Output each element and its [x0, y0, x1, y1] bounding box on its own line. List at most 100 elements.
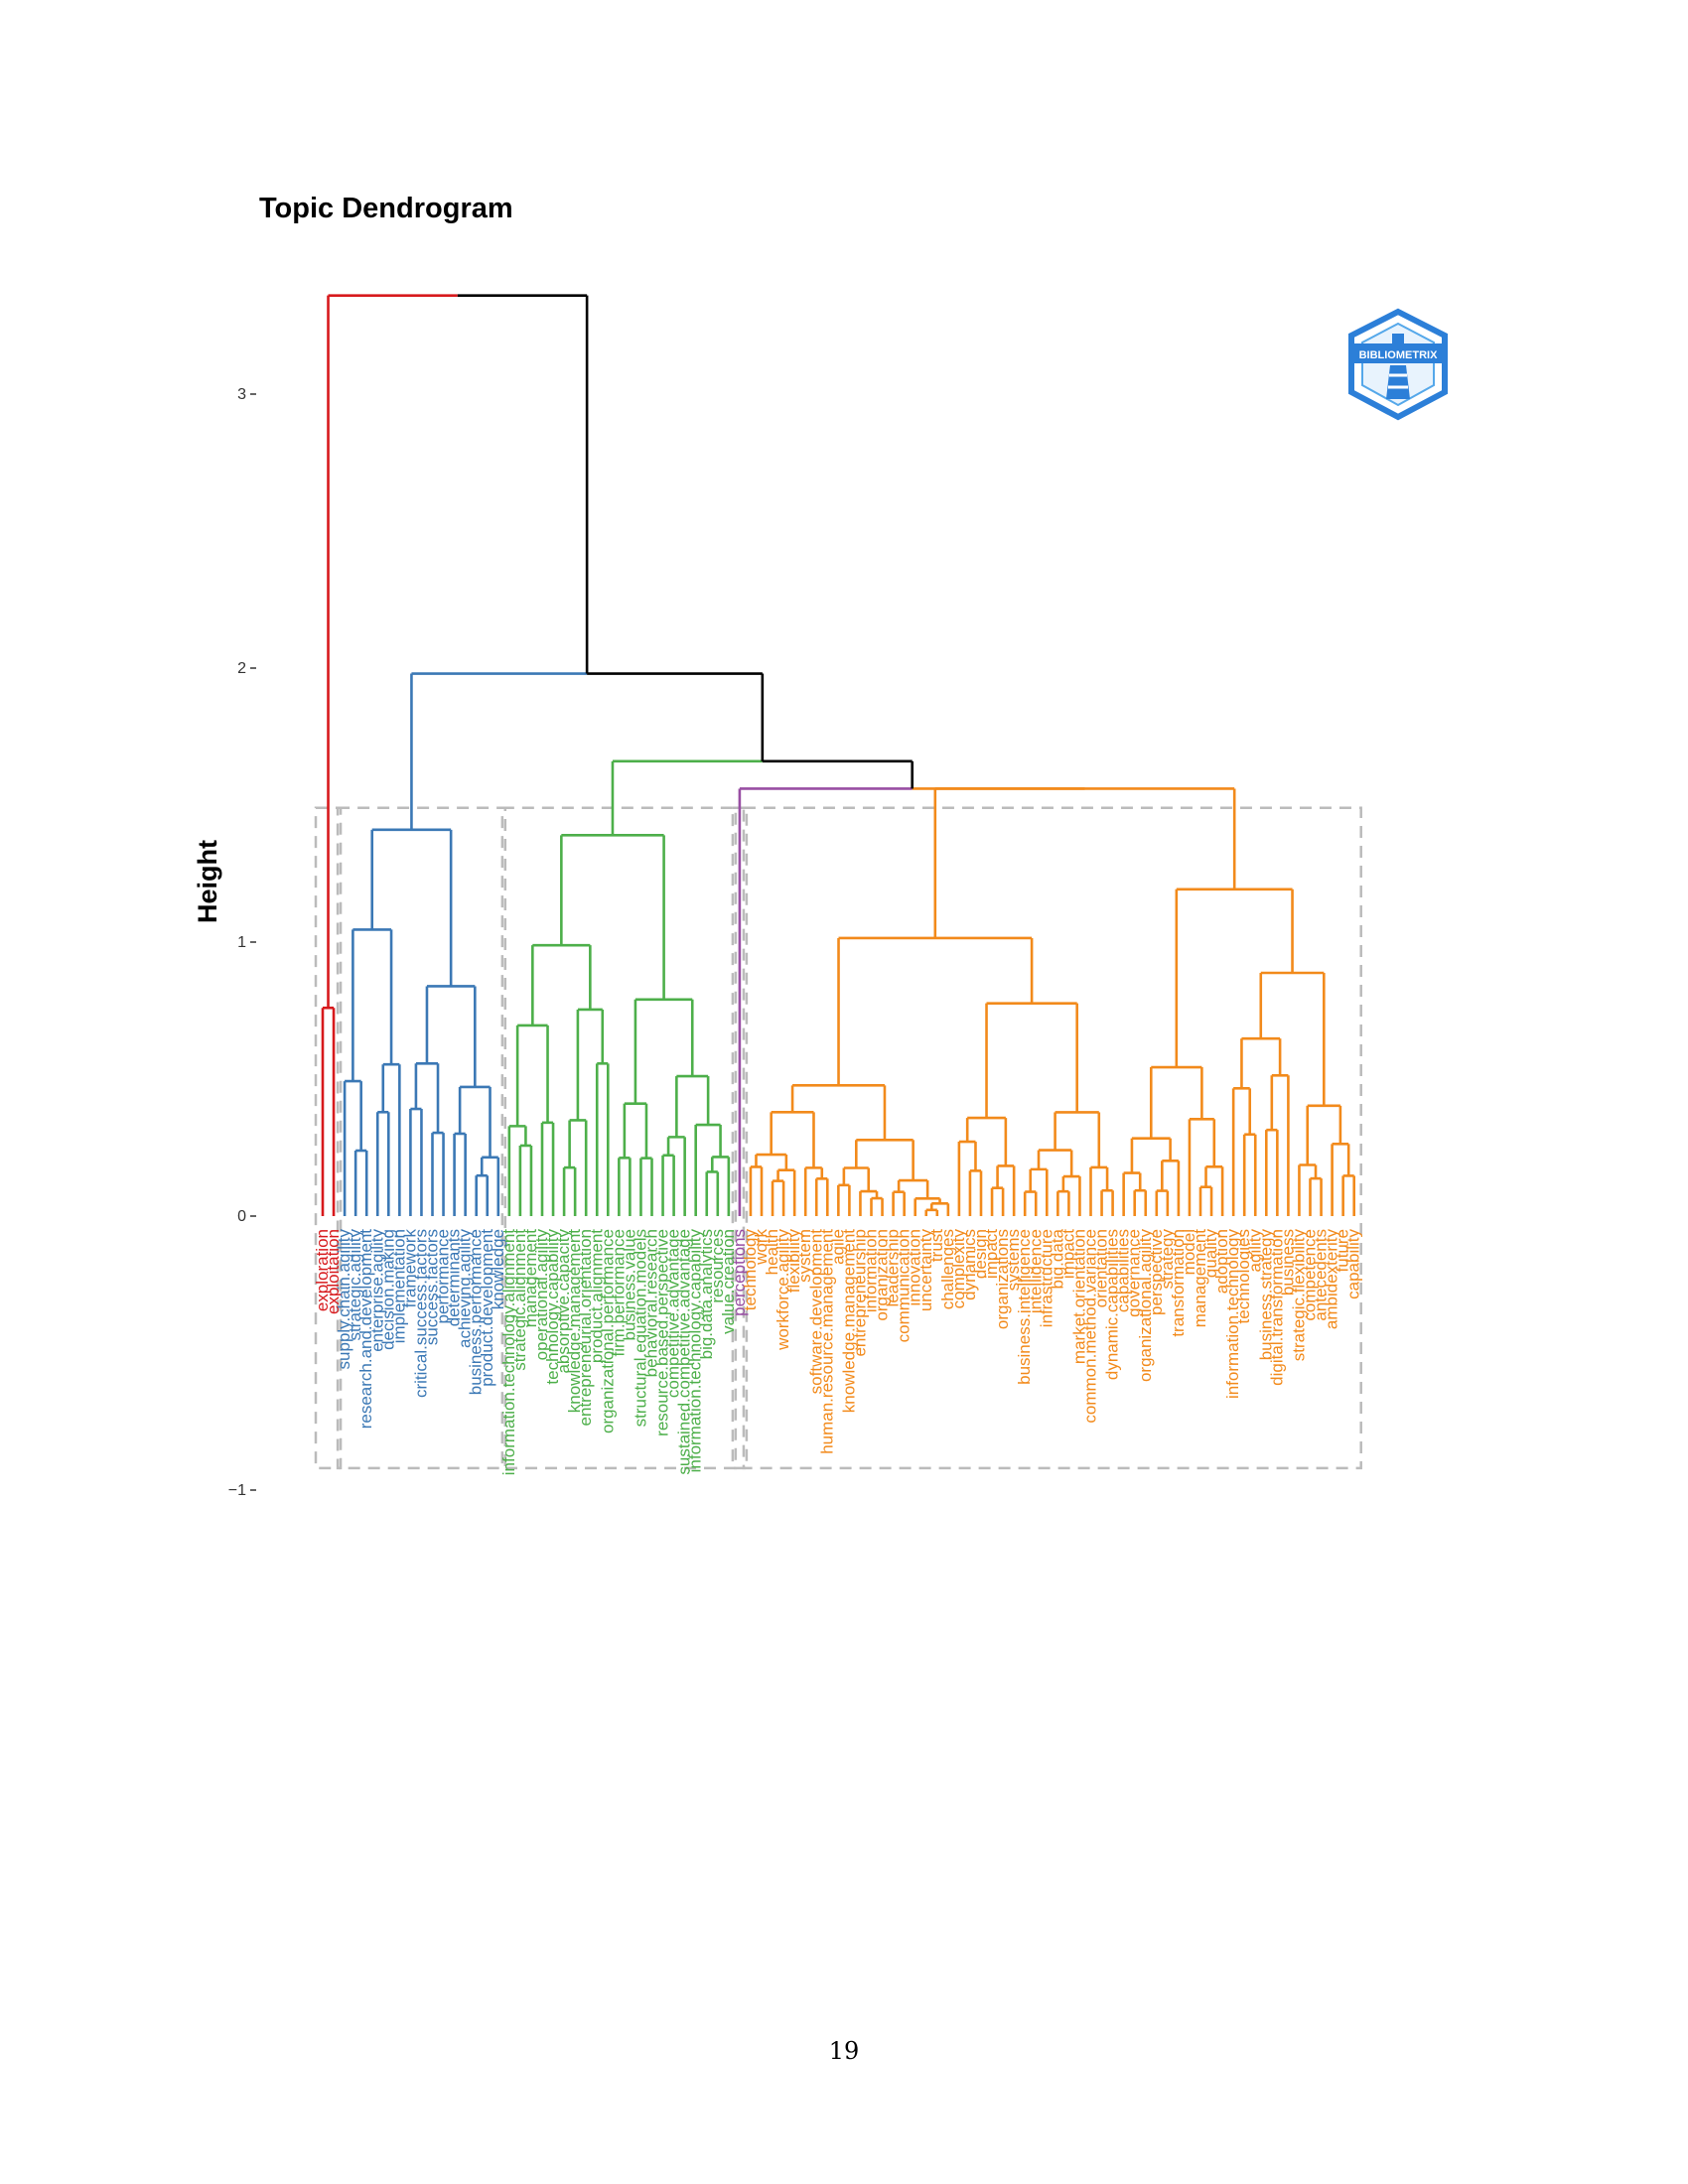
leaf-label: management — [521, 1229, 540, 1328]
leaf-label: success.factors — [423, 1229, 442, 1345]
leaf-label: dynamics — [960, 1229, 979, 1300]
leaf-label: communication — [895, 1229, 914, 1342]
leaf-label: achieving.agility — [456, 1229, 475, 1349]
leaf-label: trust — [927, 1229, 946, 1262]
leaf-label: business.value — [620, 1229, 638, 1340]
lighthouse-icon — [1386, 334, 1410, 399]
leaf-label: business.performance — [467, 1229, 486, 1395]
leaf-label: sustained.competitive.advantage — [675, 1229, 694, 1475]
leaf-labels: explorationexploitationsupply.chain.agil… — [313, 1228, 1363, 1475]
logo-banner — [1352, 343, 1444, 363]
leaf-label: complexity — [949, 1229, 968, 1309]
leaf-label: market.orientation — [1069, 1229, 1088, 1364]
leaf-label: health — [763, 1229, 781, 1275]
leaf-label: common.method.variance — [1081, 1229, 1100, 1424]
page-number: 19 — [828, 2037, 860, 2065]
y-tick-label: 2 — [237, 660, 246, 677]
leaf-label: resource.based.perspective — [653, 1229, 672, 1436]
leaf-label: work — [752, 1229, 771, 1266]
leaf-label: organization — [873, 1229, 892, 1321]
leaf-label: software.development — [806, 1229, 825, 1395]
leaf-label: impact — [1058, 1229, 1077, 1279]
leaf-label: management — [1191, 1229, 1209, 1328]
logo-text: BIBLIOMETRIX — [1359, 349, 1438, 361]
leaf-label: strategic.flexibility — [1289, 1229, 1308, 1362]
cluster-box — [314, 806, 343, 1470]
leaf-label: innovation — [906, 1229, 924, 1306]
leaf-label: adoption — [1212, 1229, 1231, 1294]
leaf-label: workforce.agility — [774, 1229, 792, 1351]
leaf-label: flexibility — [784, 1229, 803, 1294]
y-axis-label: Height — [193, 840, 222, 923]
leaf-label: operational.agility — [532, 1229, 551, 1361]
leaf-label: human.resource.management — [817, 1229, 836, 1454]
y-tick-label: 0 — [237, 1208, 246, 1225]
leaf-label: information.technology.capability — [686, 1229, 705, 1473]
leaf-label: system — [795, 1229, 814, 1283]
leaf-label: behavioral.research — [642, 1229, 661, 1377]
leaf-label: implementation — [389, 1229, 408, 1343]
leaf-label: business.intelligence — [1015, 1229, 1034, 1385]
leaf-label: business.strategy — [1256, 1229, 1275, 1361]
leaf-label: orientation — [1092, 1229, 1111, 1307]
leaf-label: strategy — [1158, 1229, 1177, 1290]
leaf-label: antecedents — [1312, 1229, 1331, 1321]
leaf-label: information.technology — [1223, 1229, 1242, 1400]
leaf-label: transformation — [1169, 1229, 1188, 1337]
leaf-label: digital.transformation — [1267, 1229, 1286, 1386]
leaf-label: leadership — [884, 1229, 903, 1306]
leaf-label: information — [862, 1229, 881, 1312]
cluster-box — [336, 806, 507, 1470]
leaf-label: knowledge — [489, 1229, 507, 1309]
leaf-label: research.and.development — [356, 1229, 375, 1430]
leaf-label: big.data — [1048, 1228, 1066, 1289]
leaf-label: infrastructure — [1037, 1229, 1055, 1327]
leaf-label: resources — [708, 1229, 727, 1303]
lighthouse-stripes — [1388, 373, 1408, 389]
leaf-label: determinants — [445, 1229, 464, 1326]
leaf-label: critical.success.factors — [411, 1229, 430, 1398]
dendrogram-tree — [321, 294, 1355, 1216]
leaf-label: supply.chain.agility — [335, 1229, 353, 1370]
leaf-label: business — [1278, 1229, 1297, 1296]
leaf-label: uncertainty — [916, 1229, 935, 1312]
y-tick-label: 1 — [237, 934, 246, 951]
leaf-label: strategic.alignment — [510, 1229, 529, 1371]
leaf-label: technologies — [1234, 1229, 1253, 1323]
leaf-label: entrepreneurial.orientation — [576, 1229, 595, 1426]
leaf-label: product.alignment — [587, 1229, 606, 1363]
y-tick-label: −1 — [228, 1482, 246, 1499]
leaf-label: framework — [400, 1229, 419, 1308]
leaf-label: exploration — [313, 1229, 332, 1311]
bibliometrix-logo: BIBLIOMETRIX — [1348, 308, 1448, 421]
leaf-label: governance — [1125, 1229, 1144, 1317]
leaf-label: enterprise.agility — [367, 1229, 386, 1352]
leaf-label: model — [1180, 1229, 1198, 1275]
y-axis: −1 0 1 2 3 — [228, 386, 256, 1499]
leaf-label: knowledge.management — [565, 1229, 584, 1414]
leaf-label: knowledge.management — [839, 1229, 858, 1414]
leaf-label: design — [971, 1229, 990, 1279]
leaf-label: performance — [434, 1229, 453, 1323]
leaf-label: capability — [1344, 1229, 1363, 1299]
leaf-label: big.data.analytics — [697, 1229, 716, 1359]
leaf-label: exploitation — [324, 1229, 343, 1314]
leaf-label: agile — [828, 1229, 847, 1265]
leaf-label: technology.capability — [543, 1229, 562, 1385]
leaf-label: systems — [1004, 1229, 1023, 1291]
leaf-label: perspective — [1147, 1229, 1166, 1315]
leaf-label: decision.making — [378, 1229, 397, 1350]
leaf-label: structural.equation.models — [631, 1229, 649, 1427]
leaf-label: absorptive.capacity — [554, 1229, 573, 1374]
leaf-label: ambidexterity — [1323, 1229, 1341, 1330]
leaf-label: competitive.advantage — [664, 1229, 683, 1398]
leaf-label: impact — [982, 1229, 1001, 1279]
leaf-label: product.development — [478, 1229, 496, 1387]
cluster-box — [742, 806, 1362, 1470]
leaf-label: future — [1334, 1229, 1352, 1272]
leaf-label: entrepreneurship — [850, 1229, 869, 1357]
leaf-label: competence — [1301, 1229, 1320, 1321]
y-tick-label: 3 — [237, 386, 246, 403]
leaf-label: information.technology.alignment — [499, 1229, 518, 1475]
